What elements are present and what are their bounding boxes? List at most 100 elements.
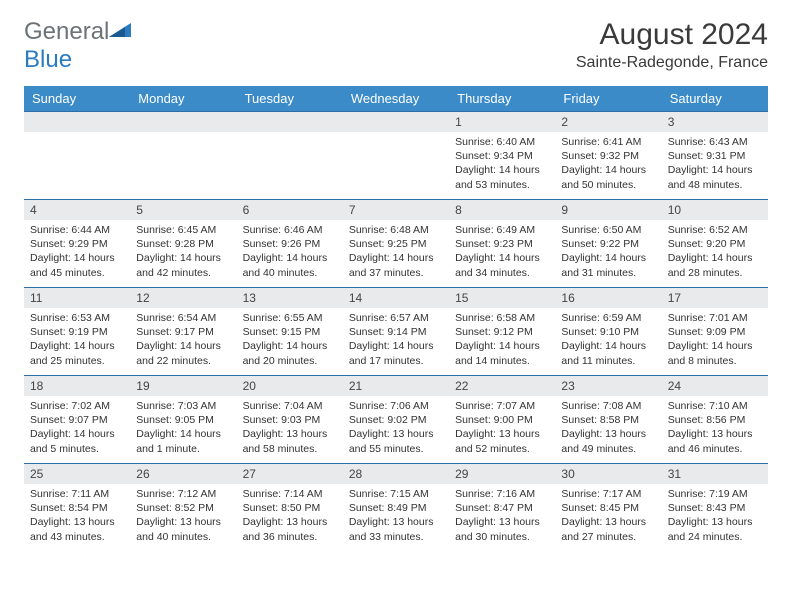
header: GeneralBlue August 2024 Sainte-Radegonde… xyxy=(24,18,768,74)
day-number: 26 xyxy=(130,464,236,484)
day-number: 28 xyxy=(343,464,449,484)
day-detail: Sunrise: 6:40 AMSunset: 9:34 PMDaylight:… xyxy=(449,132,555,197)
day-number: 24 xyxy=(662,376,768,396)
day-detail: Sunrise: 6:58 AMSunset: 9:12 PMDaylight:… xyxy=(449,308,555,373)
day-detail: Sunrise: 6:45 AMSunset: 9:28 PMDaylight:… xyxy=(130,220,236,285)
triangle-icon xyxy=(109,18,133,45)
day-header: Friday xyxy=(555,86,661,112)
day-detail: Sunrise: 6:52 AMSunset: 9:20 PMDaylight:… xyxy=(662,220,768,285)
day-number: 16 xyxy=(555,288,661,308)
day-header: Wednesday xyxy=(343,86,449,112)
month-title: August 2024 xyxy=(576,18,768,52)
calendar-cell: 19Sunrise: 7:03 AMSunset: 9:05 PMDayligh… xyxy=(130,376,236,464)
day-detail: Sunrise: 6:49 AMSunset: 9:23 PMDaylight:… xyxy=(449,220,555,285)
day-detail: Sunrise: 6:43 AMSunset: 9:31 PMDaylight:… xyxy=(662,132,768,197)
day-detail: Sunrise: 7:02 AMSunset: 9:07 PMDaylight:… xyxy=(24,396,130,461)
empty-day xyxy=(343,112,449,132)
day-number: 25 xyxy=(24,464,130,484)
day-detail: Sunrise: 6:44 AMSunset: 9:29 PMDaylight:… xyxy=(24,220,130,285)
day-detail: Sunrise: 6:59 AMSunset: 9:10 PMDaylight:… xyxy=(555,308,661,373)
day-detail: Sunrise: 7:12 AMSunset: 8:52 PMDaylight:… xyxy=(130,484,236,549)
calendar-cell: 29Sunrise: 7:16 AMSunset: 8:47 PMDayligh… xyxy=(449,464,555,552)
day-detail: Sunrise: 7:04 AMSunset: 9:03 PMDaylight:… xyxy=(237,396,343,461)
calendar-cell: 18Sunrise: 7:02 AMSunset: 9:07 PMDayligh… xyxy=(24,376,130,464)
calendar-cell: 22Sunrise: 7:07 AMSunset: 9:00 PMDayligh… xyxy=(449,376,555,464)
day-number: 12 xyxy=(130,288,236,308)
day-number: 19 xyxy=(130,376,236,396)
calendar-row: 18Sunrise: 7:02 AMSunset: 9:07 PMDayligh… xyxy=(24,376,768,464)
calendar-cell: 10Sunrise: 6:52 AMSunset: 9:20 PMDayligh… xyxy=(662,200,768,288)
day-number: 8 xyxy=(449,200,555,220)
day-number: 30 xyxy=(555,464,661,484)
day-header-row: SundayMondayTuesdayWednesdayThursdayFrid… xyxy=(24,86,768,112)
calendar-cell: 12Sunrise: 6:54 AMSunset: 9:17 PMDayligh… xyxy=(130,288,236,376)
day-detail: Sunrise: 7:06 AMSunset: 9:02 PMDaylight:… xyxy=(343,396,449,461)
day-detail: Sunrise: 6:41 AMSunset: 9:32 PMDaylight:… xyxy=(555,132,661,197)
day-number: 29 xyxy=(449,464,555,484)
calendar-cell xyxy=(24,112,130,200)
day-number: 13 xyxy=(237,288,343,308)
calendar-cell: 8Sunrise: 6:49 AMSunset: 9:23 PMDaylight… xyxy=(449,200,555,288)
day-header: Saturday xyxy=(662,86,768,112)
day-detail: Sunrise: 6:54 AMSunset: 9:17 PMDaylight:… xyxy=(130,308,236,373)
day-number: 22 xyxy=(449,376,555,396)
day-number: 1 xyxy=(449,112,555,132)
calendar-cell: 27Sunrise: 7:14 AMSunset: 8:50 PMDayligh… xyxy=(237,464,343,552)
day-number: 23 xyxy=(555,376,661,396)
logo-text: GeneralBlue xyxy=(24,18,133,74)
calendar-cell: 17Sunrise: 7:01 AMSunset: 9:09 PMDayligh… xyxy=(662,288,768,376)
calendar-cell: 11Sunrise: 6:53 AMSunset: 9:19 PMDayligh… xyxy=(24,288,130,376)
day-number: 9 xyxy=(555,200,661,220)
day-number: 4 xyxy=(24,200,130,220)
day-detail: Sunrise: 6:48 AMSunset: 9:25 PMDaylight:… xyxy=(343,220,449,285)
calendar-cell: 14Sunrise: 6:57 AMSunset: 9:14 PMDayligh… xyxy=(343,288,449,376)
day-number: 31 xyxy=(662,464,768,484)
day-number: 5 xyxy=(130,200,236,220)
day-number: 17 xyxy=(662,288,768,308)
calendar-cell: 5Sunrise: 6:45 AMSunset: 9:28 PMDaylight… xyxy=(130,200,236,288)
day-number: 27 xyxy=(237,464,343,484)
calendar-row: 11Sunrise: 6:53 AMSunset: 9:19 PMDayligh… xyxy=(24,288,768,376)
empty-day xyxy=(237,112,343,132)
day-header: Monday xyxy=(130,86,236,112)
day-detail: Sunrise: 7:19 AMSunset: 8:43 PMDaylight:… xyxy=(662,484,768,549)
calendar-cell: 15Sunrise: 6:58 AMSunset: 9:12 PMDayligh… xyxy=(449,288,555,376)
calendar-cell: 26Sunrise: 7:12 AMSunset: 8:52 PMDayligh… xyxy=(130,464,236,552)
day-number: 10 xyxy=(662,200,768,220)
calendar-cell: 16Sunrise: 6:59 AMSunset: 9:10 PMDayligh… xyxy=(555,288,661,376)
day-number: 18 xyxy=(24,376,130,396)
calendar-cell: 1Sunrise: 6:40 AMSunset: 9:34 PMDaylight… xyxy=(449,112,555,200)
day-detail: Sunrise: 6:57 AMSunset: 9:14 PMDaylight:… xyxy=(343,308,449,373)
title-block: August 2024 Sainte-Radegonde, France xyxy=(576,18,768,72)
calendar-body: 1Sunrise: 6:40 AMSunset: 9:34 PMDaylight… xyxy=(24,112,768,552)
logo-text-blue: Blue xyxy=(24,46,72,73)
day-number: 21 xyxy=(343,376,449,396)
day-detail: Sunrise: 7:16 AMSunset: 8:47 PMDaylight:… xyxy=(449,484,555,549)
calendar-cell: 7Sunrise: 6:48 AMSunset: 9:25 PMDaylight… xyxy=(343,200,449,288)
logo-text-gray: General xyxy=(24,18,109,45)
calendar-cell: 28Sunrise: 7:15 AMSunset: 8:49 PMDayligh… xyxy=(343,464,449,552)
calendar-cell: 25Sunrise: 7:11 AMSunset: 8:54 PMDayligh… xyxy=(24,464,130,552)
day-number: 7 xyxy=(343,200,449,220)
empty-day xyxy=(24,112,130,132)
calendar-cell xyxy=(237,112,343,200)
day-header: Thursday xyxy=(449,86,555,112)
logo: GeneralBlue xyxy=(24,18,133,74)
day-number: 15 xyxy=(449,288,555,308)
calendar-cell: 21Sunrise: 7:06 AMSunset: 9:02 PMDayligh… xyxy=(343,376,449,464)
calendar-cell: 31Sunrise: 7:19 AMSunset: 8:43 PMDayligh… xyxy=(662,464,768,552)
empty-day xyxy=(130,112,236,132)
day-detail: Sunrise: 7:07 AMSunset: 9:00 PMDaylight:… xyxy=(449,396,555,461)
day-detail: Sunrise: 6:55 AMSunset: 9:15 PMDaylight:… xyxy=(237,308,343,373)
day-number: 3 xyxy=(662,112,768,132)
day-detail: Sunrise: 7:01 AMSunset: 9:09 PMDaylight:… xyxy=(662,308,768,373)
day-detail: Sunrise: 7:14 AMSunset: 8:50 PMDaylight:… xyxy=(237,484,343,549)
calendar-row: 1Sunrise: 6:40 AMSunset: 9:34 PMDaylight… xyxy=(24,112,768,200)
calendar-cell: 30Sunrise: 7:17 AMSunset: 8:45 PMDayligh… xyxy=(555,464,661,552)
day-detail: Sunrise: 6:50 AMSunset: 9:22 PMDaylight:… xyxy=(555,220,661,285)
calendar-cell: 20Sunrise: 7:04 AMSunset: 9:03 PMDayligh… xyxy=(237,376,343,464)
calendar-cell: 2Sunrise: 6:41 AMSunset: 9:32 PMDaylight… xyxy=(555,112,661,200)
day-number: 14 xyxy=(343,288,449,308)
day-header: Tuesday xyxy=(237,86,343,112)
calendar-cell: 6Sunrise: 6:46 AMSunset: 9:26 PMDaylight… xyxy=(237,200,343,288)
